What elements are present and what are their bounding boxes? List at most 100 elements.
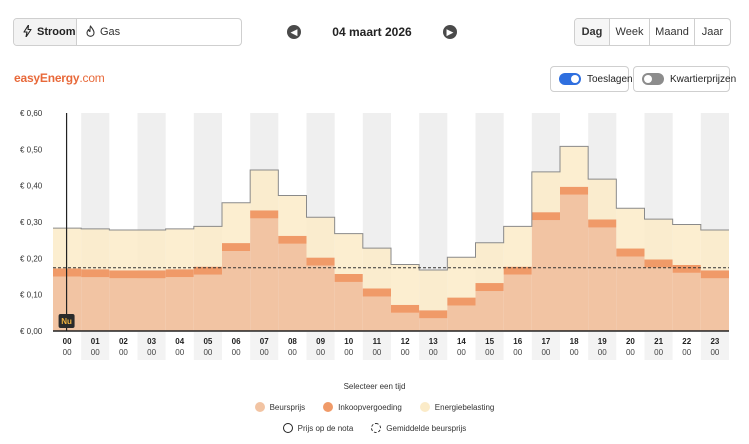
x-tick-band (644, 332, 673, 360)
x-tick-hour: 15 (485, 337, 494, 346)
bar-inkoopvergoeding (137, 270, 166, 279)
bar-energiebelasting (419, 269, 448, 311)
bar-inkoopvergoeding (503, 266, 532, 275)
bar-beursprijs (531, 220, 560, 331)
chevron-left-icon[interactable]: ◀ (287, 25, 301, 39)
bar-inkoopvergoeding (278, 235, 307, 244)
legend-energiebelasting: Energiebelasting (419, 402, 495, 412)
period-jaar[interactable]: Jaar (694, 19, 730, 45)
gas-label: Gas (100, 26, 121, 38)
chevron-right-icon[interactable]: ▶ (443, 25, 457, 39)
current-date: 04 maart 2026 (332, 25, 412, 39)
bar-energiebelasting (278, 195, 307, 236)
bar-energiebelasting (222, 202, 251, 244)
y-tick-label: € 0,00 (20, 327, 43, 336)
x-tick-band (560, 332, 589, 360)
bar-energiebelasting (560, 146, 589, 187)
legend-inkoopvergoeding: Inkoopvergoeding (323, 402, 402, 412)
toggle-knob (644, 75, 652, 83)
x-tick-hour: 17 (541, 337, 550, 346)
energiebelasting-swatch (419, 402, 430, 412)
x-tick-band (306, 332, 335, 360)
x-tick-band (672, 332, 701, 360)
bar-energiebelasting (672, 224, 701, 265)
x-tick-minute: 00 (147, 348, 156, 357)
bar-inkoopvergoeding (109, 270, 138, 279)
x-tick-band (391, 332, 420, 360)
bar-beursprijs (391, 312, 420, 331)
period-maand[interactable]: Maand (649, 19, 694, 45)
period-week[interactable]: Week (609, 19, 649, 45)
circle-outline-icon (282, 423, 293, 433)
legend-gemiddelde-label: Gemiddelde beursprijs (386, 423, 467, 433)
x-tick-hour: 19 (598, 337, 607, 346)
flame-icon (86, 25, 95, 39)
x-tick-band (165, 332, 194, 360)
bar-beursprijs (222, 251, 251, 331)
legend-gemiddelde-beursprijs: Gemiddelde beursprijs (371, 423, 466, 433)
bar-beursprijs (700, 278, 729, 331)
x-tick-band (137, 332, 166, 360)
x-tick-hour: 06 (232, 337, 241, 346)
logo-domain: .com (79, 71, 105, 85)
gas-option[interactable]: Gas (77, 19, 129, 45)
bar-inkoopvergoeding (588, 219, 617, 228)
x-tick-band (222, 332, 251, 360)
stroom-option[interactable]: Stroom (14, 19, 77, 45)
x-tick-minute: 00 (570, 348, 579, 357)
x-tick-minute: 00 (598, 348, 607, 357)
kwartierprijzen-toggle[interactable]: Kwartierprijzen (633, 66, 736, 92)
x-tick-hour: 08 (288, 337, 297, 346)
bar-inkoopvergoeding (193, 266, 222, 275)
x-tick-hour: 20 (626, 337, 635, 346)
y-tick-label: € 0,40 (20, 182, 43, 191)
bar-beursprijs (644, 267, 673, 331)
bar-energiebelasting (700, 229, 729, 271)
bar-inkoopvergoeding (391, 304, 420, 313)
bar-inkoopvergoeding (419, 310, 448, 319)
logo-brand: easyEnergy (14, 71, 80, 85)
now-badge (58, 314, 75, 328)
x-tick-band (362, 332, 391, 360)
x-tick-hour: 13 (429, 337, 438, 346)
x-tick-band (447, 332, 476, 360)
bar-inkoopvergoeding (250, 210, 279, 219)
bar-inkoopvergoeding (165, 269, 194, 278)
bar-energiebelasting (475, 242, 504, 284)
x-tick-hour: 02 (119, 337, 128, 346)
legend-energiebelasting-label: Energiebelasting (434, 402, 495, 412)
easyenergy-logo: easyEnergy.com (14, 71, 105, 85)
bar-beursprijs (447, 305, 476, 331)
toggle-switch-off[interactable] (642, 73, 664, 85)
bar-energiebelasting (250, 170, 279, 211)
bar-inkoopvergoeding (334, 273, 363, 282)
x-tick-hour: 18 (570, 337, 579, 346)
x-tick-hour: 11 (373, 337, 382, 346)
bar-beursprijs (109, 278, 138, 331)
toeslagen-label: Toeslagen (587, 73, 633, 85)
bar-energiebelasting (165, 228, 194, 270)
dashed-circle-icon (371, 423, 382, 433)
period-dag[interactable]: Dag (575, 19, 609, 45)
stroom-label: Stroom (37, 26, 76, 38)
bar-inkoopvergoeding (362, 288, 391, 297)
x-tick-hour: 14 (457, 337, 466, 346)
x-tick-band (53, 332, 82, 360)
legend-components: Beursprijs Inkoopvergoeding Energiebelas… (0, 402, 749, 412)
kwartierprijzen-label: Kwartierprijzen (670, 73, 737, 85)
toeslagen-toggle[interactable]: Toeslagen (550, 66, 633, 92)
x-tick-minute: 00 (288, 348, 297, 357)
bar-beursprijs (250, 218, 279, 331)
x-tick-minute: 00 (316, 348, 325, 357)
x-tick-band (531, 332, 560, 360)
x-tick-hour: 10 (344, 337, 353, 346)
top-bar: Stroom Gas ◀ 04 maart 2026 ▶ Dag Week Ma… (0, 0, 749, 62)
x-tick-hour: 16 (513, 337, 522, 346)
bar-inkoopvergoeding (306, 257, 335, 266)
x-tick-minute: 00 (429, 348, 438, 357)
bar-inkoopvergoeding (222, 243, 251, 252)
x-tick-hour: 09 (316, 337, 325, 346)
x-tick-minute: 00 (682, 348, 691, 357)
bar-inkoopvergoeding (700, 270, 729, 279)
toggle-switch-on[interactable] (559, 73, 581, 85)
